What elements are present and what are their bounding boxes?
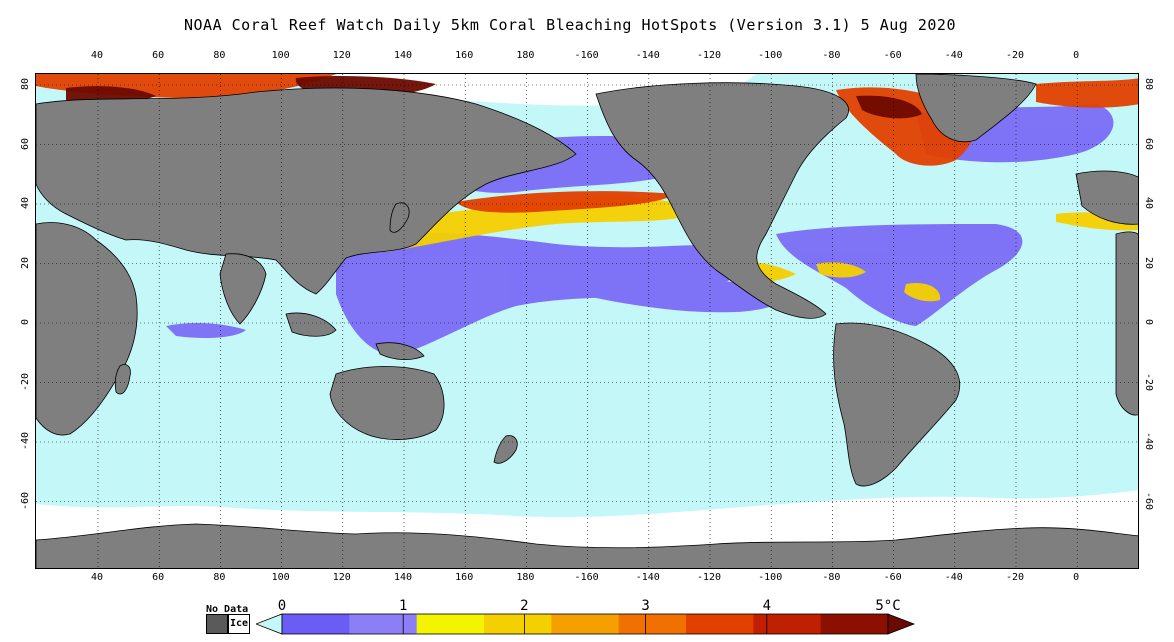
colorbar-label: 1: [398, 598, 408, 614]
colorbar-segment: [282, 614, 350, 634]
latitude-tick-left: 80: [20, 77, 31, 91]
colorbar-segment: [416, 614, 485, 634]
longitude-tick-bottom: 0: [1073, 572, 1080, 583]
colorbar-segment: [753, 614, 822, 634]
colorbar-border: [281, 613, 889, 635]
longitude-tick-top: -80: [822, 50, 841, 61]
india: [219, 253, 267, 325]
latitude-tick-left: -60: [20, 491, 31, 510]
longitude-tick-bottom: 180: [516, 572, 535, 583]
latitude-tick-right: 40: [1143, 196, 1154, 210]
colorbar-label: 0: [277, 598, 287, 614]
new-guinea: [375, 342, 425, 360]
hotspot-map: [35, 73, 1139, 569]
latitude-tick-left: -40: [20, 431, 31, 451]
longitude-tick-bottom: 160: [455, 572, 474, 583]
graticule-grid: [36, 74, 1138, 568]
longitude-tick-bottom: 60: [152, 572, 165, 583]
new-zealand: [493, 435, 518, 464]
longitude-tick-bottom: -20: [1005, 572, 1025, 583]
longitude-tick-top: -20: [1005, 50, 1025, 61]
longitude-tick-top: -140: [635, 50, 660, 61]
greenland: [915, 74, 1037, 143]
latitude-tick-right: -60: [1143, 491, 1154, 510]
latitude-tick-right: 0: [1143, 318, 1154, 326]
no-data-label: No Data: [206, 604, 249, 615]
longitude-tick-top: 160: [455, 50, 474, 61]
longitude-tick-top: -40: [944, 50, 963, 61]
longitude-tick-bottom: 80: [213, 572, 226, 583]
latitude-tick-left: 0: [20, 318, 31, 326]
longitude-tick-bottom: 140: [393, 572, 413, 583]
latitude-tick-right: 60: [1143, 137, 1154, 150]
longitude-tick-top: 180: [516, 50, 535, 61]
longitude-tick-top: -60: [883, 50, 902, 61]
ice-label: Ice: [229, 618, 249, 629]
eurasia: [36, 87, 577, 295]
map-canvas: [36, 74, 1138, 568]
longitude-tick-top: 40: [90, 50, 104, 61]
longitude-tick-bottom: -40: [944, 572, 963, 583]
colorbar-label: 4: [762, 598, 772, 614]
longitude-tick-bottom: -100: [758, 572, 783, 583]
longitude-tick-bottom: -120: [696, 572, 722, 583]
antarctica: [36, 523, 1138, 568]
colorbar: [256, 613, 916, 635]
longitude-tick-top: 100: [271, 50, 290, 61]
longitude-tick-bottom: -160: [574, 572, 599, 583]
africa: [36, 222, 138, 436]
latitude-tick-left: -20: [20, 372, 31, 391]
colorbar-min-arrow: [256, 613, 283, 635]
map-title: NOAA Coral Reef Watch Daily 5km Coral Bl…: [184, 16, 956, 34]
colorbar-segment: [551, 614, 620, 634]
colorbar-segment: [686, 614, 754, 634]
longitude-tick-top: -100: [758, 50, 783, 61]
latitude-tick-left: 60: [20, 137, 31, 150]
colorbar-max-arrow: [887, 613, 916, 635]
africa-west: [1115, 231, 1138, 416]
longitude-tick-top: -120: [696, 50, 722, 61]
longitude-tick-bottom: 40: [90, 572, 104, 583]
land-masses: [36, 74, 1138, 487]
no-data-swatch: [206, 614, 228, 634]
longitude-tick-top: 60: [152, 50, 165, 61]
longitude-tick-top: 140: [393, 50, 413, 61]
colorbar-segment: [349, 614, 418, 634]
north-america: [595, 82, 849, 319]
longitude-tick-bottom: -60: [883, 572, 902, 583]
latitude-tick-left: 40: [20, 196, 31, 210]
colorbar-segment: [618, 614, 687, 634]
south-america: [833, 322, 961, 487]
latitude-tick-right: -20: [1143, 372, 1154, 391]
latitude-tick-left: 20: [20, 256, 31, 269]
colorbar-label: 3: [641, 598, 650, 614]
australia: [329, 366, 445, 440]
latitude-tick-right: -40: [1143, 431, 1154, 451]
colorbar-segment: [820, 614, 889, 634]
colorbar-label: 5°C: [875, 598, 901, 614]
longitude-tick-top: -160: [574, 50, 599, 61]
longitude-tick-bottom: -140: [635, 572, 660, 583]
colorbar-label: 2: [520, 598, 529, 614]
madagascar: [114, 364, 131, 395]
longitude-tick-bottom: 100: [271, 572, 290, 583]
longitude-tick-bottom: 120: [332, 572, 351, 583]
latitude-tick-right: 80: [1143, 77, 1154, 91]
longitude-tick-top: 80: [213, 50, 226, 61]
colorbar-segment: [484, 614, 552, 634]
europe: [1075, 170, 1138, 225]
longitude-tick-bottom: -80: [822, 572, 841, 583]
longitude-tick-top: 0: [1073, 50, 1080, 61]
ice-swatch: Ice: [228, 614, 250, 634]
longitude-tick-top: 120: [332, 50, 351, 61]
maritime-southeast-asia: [285, 312, 337, 337]
latitude-tick-right: 20: [1143, 256, 1154, 269]
